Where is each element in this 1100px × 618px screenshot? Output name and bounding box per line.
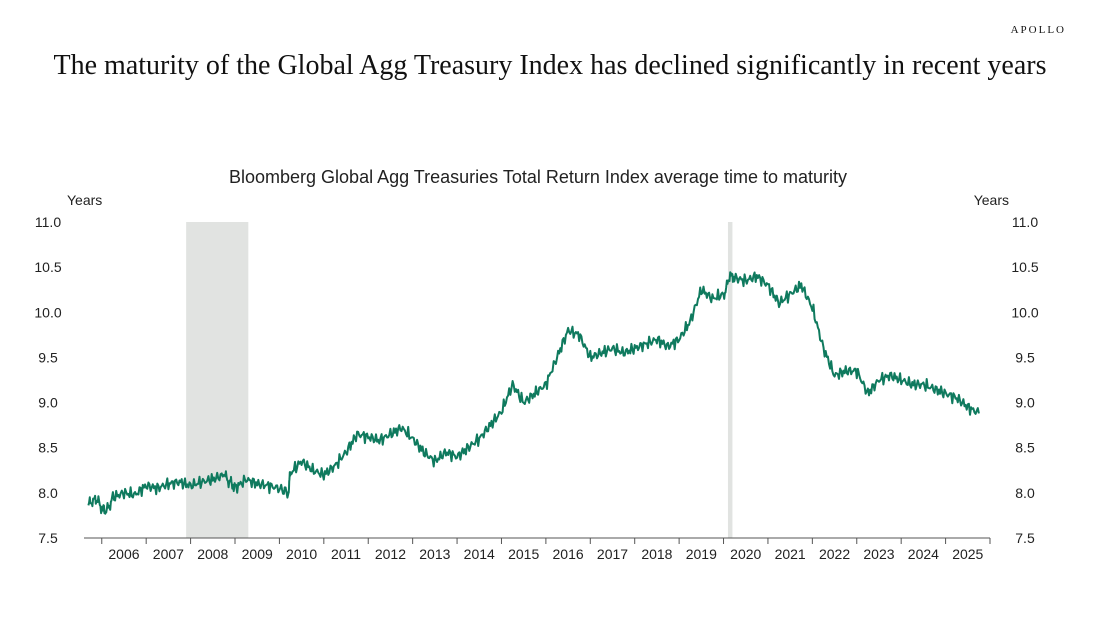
y-tick-label-left: 7.5 bbox=[38, 530, 58, 546]
y-tick-label-left: 10.0 bbox=[34, 304, 61, 320]
x-tick-label: 2007 bbox=[153, 546, 184, 562]
x-tick-label: 2008 bbox=[197, 546, 228, 562]
series-line bbox=[87, 271, 980, 515]
shaded-period-0 bbox=[186, 222, 249, 538]
y-tick-label-right: 8.0 bbox=[1015, 485, 1035, 501]
y-tick-label-left: 11.0 bbox=[35, 214, 61, 230]
y-tick-label-right: 8.5 bbox=[1015, 440, 1035, 456]
page-headline: The maturity of the Global Agg Treasury … bbox=[53, 50, 1047, 81]
x-tick-label: 2014 bbox=[464, 546, 495, 562]
maturity-line-chart: Bloomberg Global Agg Treasuries Total Re… bbox=[34, 167, 1038, 562]
brand-logo: APOLLO bbox=[1010, 24, 1066, 36]
y-axis-unit-right: Years bbox=[974, 192, 1009, 208]
y-tick-label-right: 11.0 bbox=[1012, 214, 1038, 230]
x-tick-label: 2016 bbox=[553, 546, 584, 562]
x-tick-label: 2022 bbox=[819, 546, 850, 562]
x-tick-label: 2011 bbox=[331, 546, 361, 562]
x-tick-label: 2023 bbox=[863, 546, 894, 562]
axes: 7.5 7.5 8.0 8.0 8.5 8.5 9.0 9.0 9.5 9.5 10.0 10.0 10… bbox=[34, 214, 1038, 562]
x-tick-label: 2010 bbox=[286, 546, 317, 562]
x-tick-label: 2009 bbox=[242, 546, 273, 562]
y-tick-label-left: 9.5 bbox=[38, 349, 58, 365]
x-tick-label: 2006 bbox=[108, 546, 139, 562]
chart-title: Bloomberg Global Agg Treasuries Total Re… bbox=[229, 167, 847, 187]
x-tick-label: 2015 bbox=[508, 546, 539, 562]
y-tick-label-right: 10.5 bbox=[1011, 259, 1038, 275]
y-tick-label-left: 8.5 bbox=[38, 440, 58, 456]
x-tick-label: 2018 bbox=[641, 546, 672, 562]
shaded-periods bbox=[186, 222, 733, 538]
x-tick-label: 2019 bbox=[686, 546, 717, 562]
y-tick-label-left: 8.0 bbox=[38, 485, 58, 501]
y-tick-label-right: 9.0 bbox=[1015, 395, 1035, 411]
x-tick-label: 2024 bbox=[908, 546, 939, 562]
y-tick-label-right: 9.5 bbox=[1015, 349, 1035, 365]
y-tick-label-left: 9.0 bbox=[38, 395, 58, 411]
x-tick-label: 2025 bbox=[952, 546, 983, 562]
y-tick-label-right: 7.5 bbox=[1015, 530, 1035, 546]
y-tick-label-left: 10.5 bbox=[34, 259, 61, 275]
x-tick-label: 2012 bbox=[375, 546, 406, 562]
x-tick-label: 2013 bbox=[419, 546, 450, 562]
x-tick-label: 2017 bbox=[597, 546, 628, 562]
x-tick-label: 2021 bbox=[775, 546, 806, 562]
y-axis-unit-left: Years bbox=[67, 192, 102, 208]
y-tick-label-right: 10.0 bbox=[1011, 304, 1038, 320]
x-tick-label: 2020 bbox=[730, 546, 761, 562]
shaded-period-1 bbox=[727, 222, 733, 538]
